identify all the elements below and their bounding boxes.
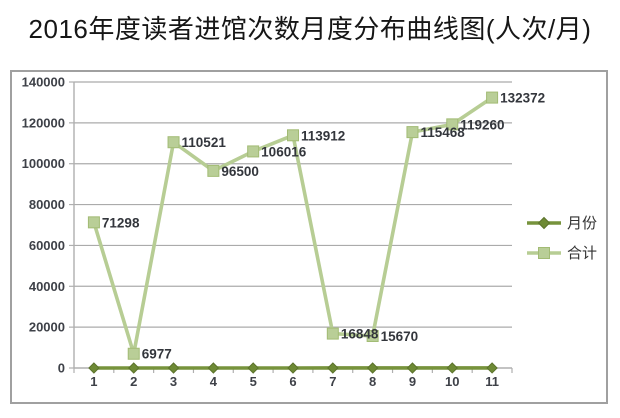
svg-text:6977: 6977	[142, 347, 172, 362]
svg-text:5: 5	[250, 374, 257, 389]
svg-text:71298: 71298	[102, 215, 140, 230]
svg-text:6: 6	[289, 374, 296, 389]
legend: 月份 合计	[526, 212, 597, 263]
svg-text:1: 1	[90, 374, 97, 389]
legend-item-months: 月份	[526, 212, 597, 233]
svg-text:110521: 110521	[182, 135, 227, 150]
chart-frame: 0 20000 40000 60000 80000 100000 120000 140000 1…	[10, 70, 608, 404]
chart-title: 2016年度读者进馆次数月度分布曲线图(人次/月)	[28, 14, 592, 44]
legend-label-total: 合计	[567, 245, 598, 262]
plot-area: 0 20000 40000 60000 80000 100000 120000 140000 1…	[22, 75, 546, 390]
svg-text:11: 11	[485, 374, 499, 389]
svg-text:2: 2	[130, 374, 137, 389]
svg-text:60000: 60000	[29, 238, 65, 253]
svg-text:113912: 113912	[301, 128, 345, 143]
legend-swatch-total-icon	[527, 246, 561, 259]
svg-text:8: 8	[369, 374, 376, 389]
svg-text:40000: 40000	[29, 279, 65, 294]
svg-text:10: 10	[445, 374, 459, 389]
svg-text:3: 3	[170, 374, 177, 389]
svg-text:106016: 106016	[261, 144, 307, 159]
legend-item-total: 合计	[526, 242, 597, 263]
svg-text:7: 7	[329, 374, 336, 389]
svg-text:100000: 100000	[22, 156, 65, 171]
svg-text:140000: 140000	[22, 75, 65, 90]
svg-text:115468: 115468	[420, 125, 465, 140]
svg-text:9: 9	[409, 374, 416, 389]
svg-text:120000: 120000	[22, 115, 65, 130]
legend-label-months: 月份	[567, 215, 598, 232]
svg-text:96500: 96500	[221, 164, 259, 179]
legend-swatch-months-icon	[527, 216, 561, 229]
svg-text:20000: 20000	[29, 320, 65, 335]
svg-text:0: 0	[58, 361, 65, 376]
svg-text:16848: 16848	[341, 327, 379, 342]
svg-text:119260: 119260	[460, 117, 504, 132]
svg-text:80000: 80000	[29, 197, 65, 212]
svg-text:4: 4	[210, 374, 218, 389]
svg-text:15670: 15670	[381, 329, 419, 344]
svg-text:132372: 132372	[500, 91, 545, 106]
